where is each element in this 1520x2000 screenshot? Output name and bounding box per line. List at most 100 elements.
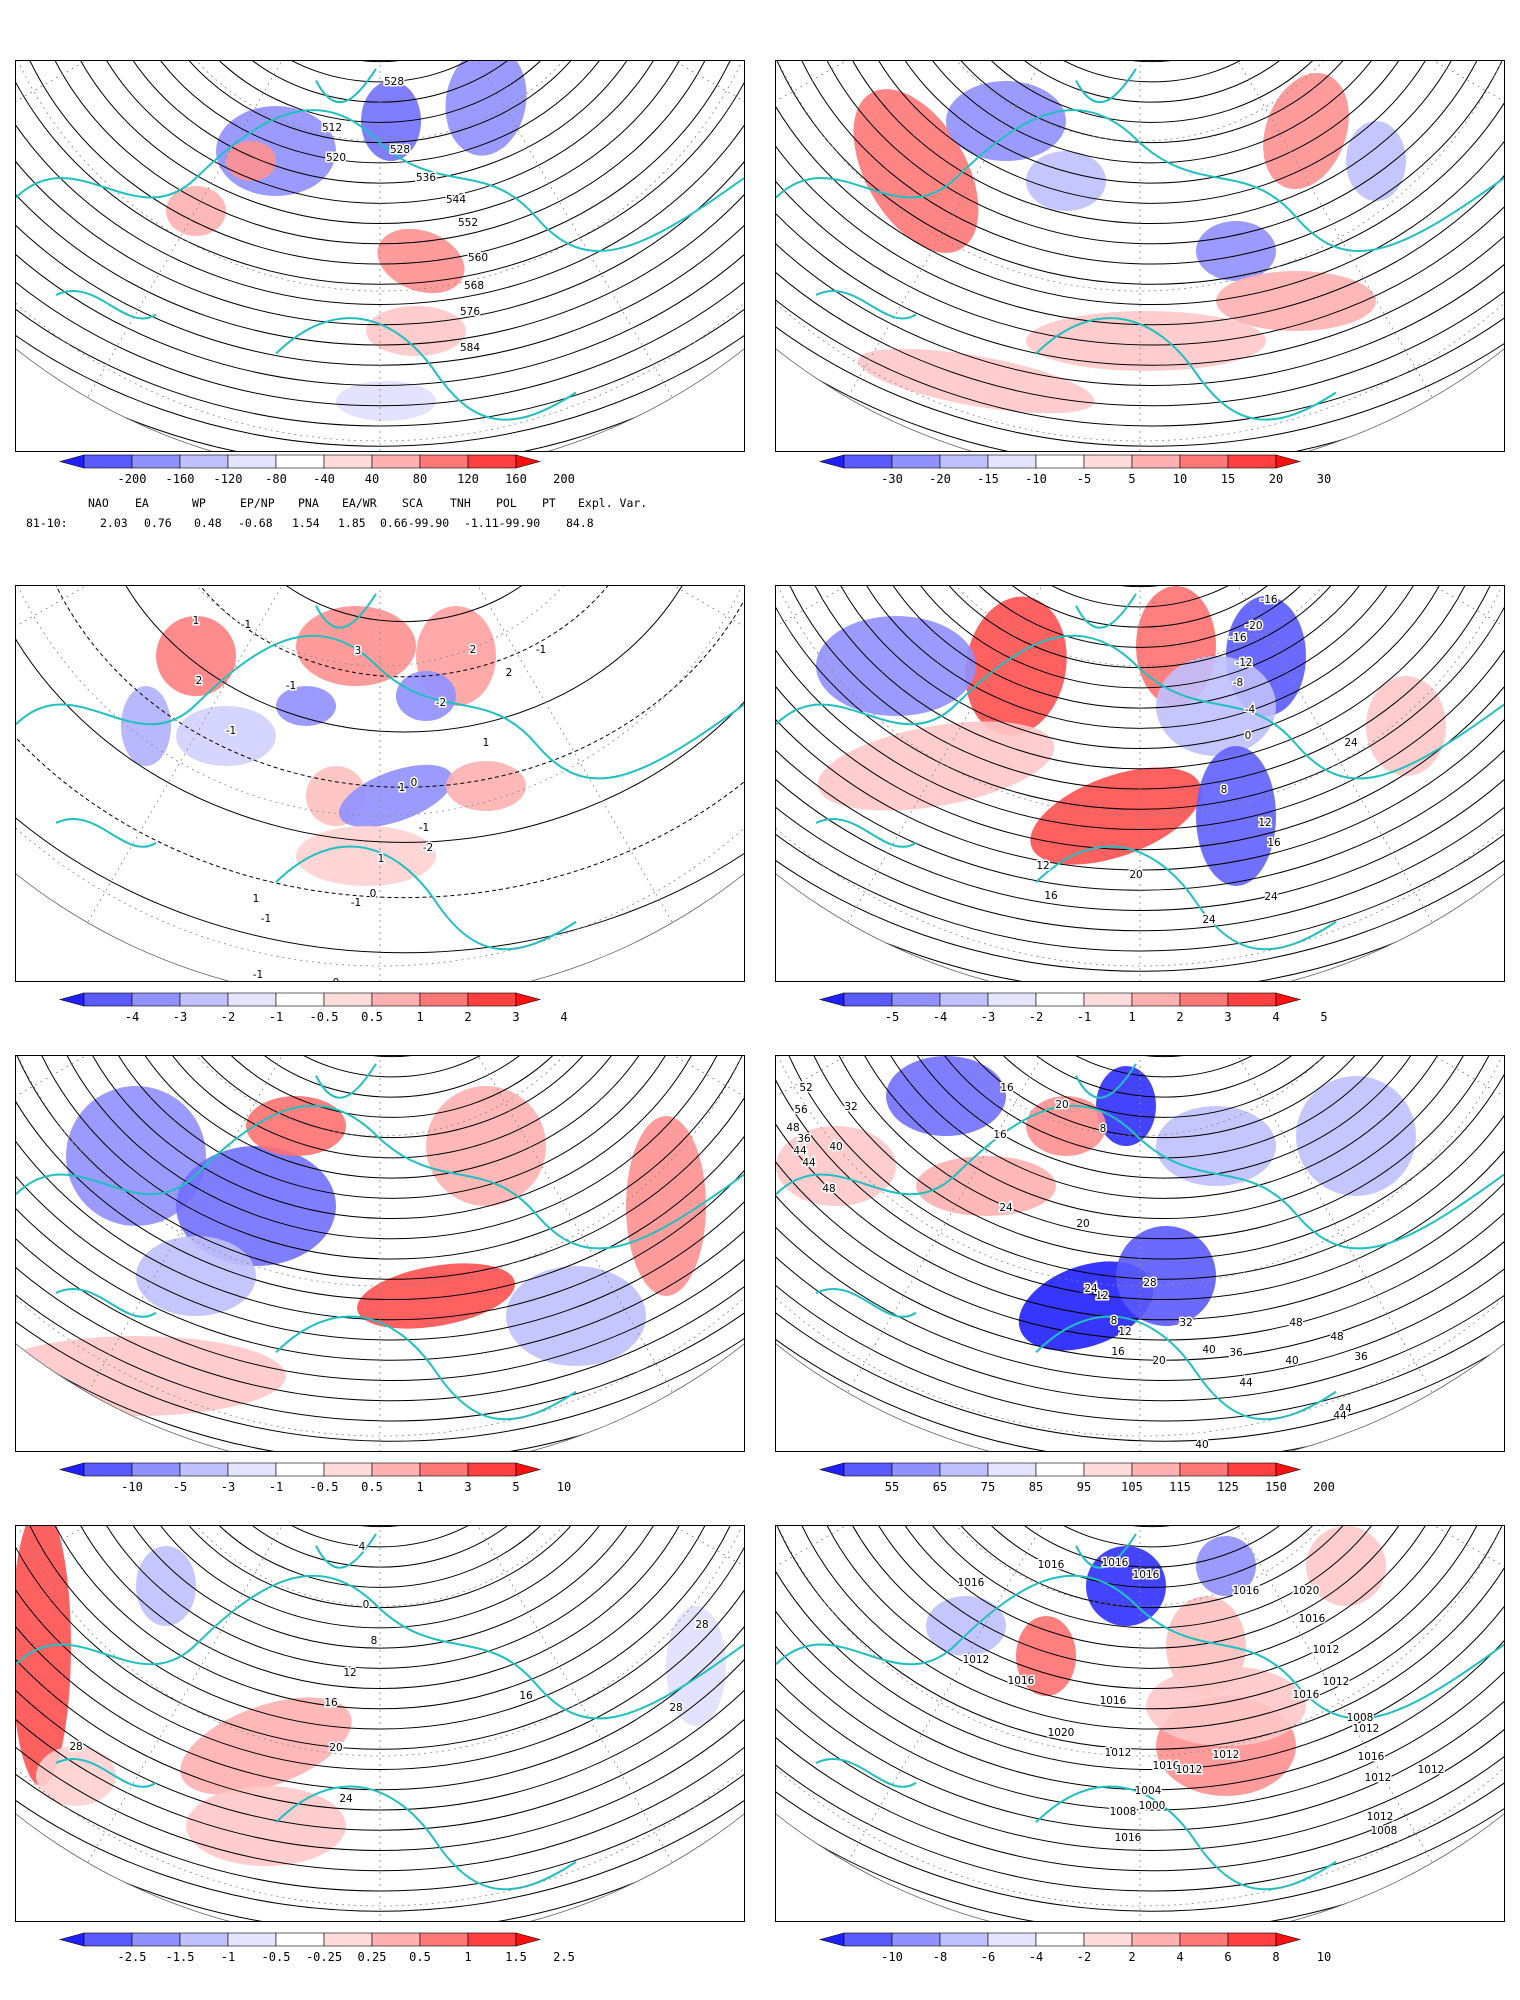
contour-label: 24: [1084, 1283, 1098, 1295]
contour-line: [776, 1056, 1504, 1381]
contour-line: [22, 1526, 738, 1710]
map-svg-wind200: [776, 61, 1504, 451]
coastline: [55, 817, 157, 848]
colorbar-swatch: [843, 1932, 893, 1947]
contour-label: 24: [339, 1793, 353, 1805]
colorbar-swatch: [843, 454, 893, 469]
contour-line: [16, 1056, 744, 1402]
colorbar-tick-label: 1: [464, 1950, 471, 1964]
colorbar-tick-label: -1.5: [166, 1950, 195, 1964]
colorbar-tick-label: 0.5: [361, 1480, 383, 1494]
contour-line: [886, 61, 1418, 164]
meridian: [379, 1526, 731, 1921]
contour-label: -4: [1245, 704, 1256, 716]
contour-label: 1016: [1115, 1832, 1142, 1844]
meridian: [789, 1056, 1141, 1451]
colorbar-swatch: [1179, 1932, 1229, 1947]
colorbar-swatch: [515, 992, 542, 1007]
coastline: [55, 289, 157, 320]
colorbar-swatch: [1083, 992, 1133, 1007]
meridian: [1139, 1056, 1491, 1451]
contour-line: [776, 61, 1504, 366]
contour-line: [219, 1056, 565, 1078]
colorbar-tick-label: 125: [1217, 1480, 1239, 1494]
colorbar-tick-label: -80: [265, 472, 287, 486]
contour-label: -2: [436, 697, 446, 709]
anomaly-area: [377, 228, 465, 294]
colorbar-tick-label: 200: [553, 472, 575, 486]
contour-line: [910, 61, 1394, 144]
colorbar-tick-label: -8: [933, 1950, 947, 1964]
contour-label: 0: [411, 777, 418, 789]
colorbar-tick-label: 6: [1224, 1950, 1231, 1964]
colorbar-tick-label: 80: [413, 472, 427, 486]
colorbar-swatch: [467, 992, 517, 1007]
contour-label: -1: [286, 680, 296, 692]
anomaly-area: [886, 1056, 1006, 1136]
colorbar-swatch: [939, 1932, 989, 1947]
colorbar-tick-label: -10: [881, 1950, 903, 1964]
contour-label: 48: [1289, 1317, 1302, 1329]
contour-label: 584: [460, 342, 480, 354]
anomaly-area: [1096, 1066, 1156, 1146]
contour-label: 552: [458, 217, 478, 229]
contour-line: [794, 1526, 1504, 1710]
anomaly-area: [1016, 1616, 1076, 1696]
colorbar-swatch: [939, 992, 989, 1007]
meridian: [1139, 1056, 1504, 1237]
coastline: [55, 1757, 157, 1788]
colorbar-swatch: [1131, 454, 1181, 469]
colorbar-psl: -10 -8 -6 -4 -2 2 4 6 8 10: [818, 1932, 1331, 1971]
contour-label: -1: [226, 725, 236, 737]
idx-v-wp: 0.48: [194, 516, 222, 530]
contour-label: 24: [1202, 914, 1216, 926]
anomaly-area: [446, 761, 526, 811]
contour-label: 48: [822, 1183, 835, 1195]
contour-line: [776, 586, 1504, 810]
contour-line: [967, 586, 1313, 608]
contour-label: 568: [464, 280, 484, 292]
anomaly-area: [136, 1236, 256, 1316]
contour-line: [979, 61, 1325, 83]
colorbar-tick-label: 120: [457, 472, 479, 486]
contour-line: [783, 1056, 1504, 1260]
meridian: [379, 586, 744, 767]
contour-label: 8: [1221, 784, 1228, 796]
contour-label: 512: [322, 122, 342, 134]
contour-line: [794, 61, 1504, 245]
idx-h-ea: EA: [135, 496, 149, 510]
idx-h-sca: SCA: [402, 496, 423, 510]
contour-line: [851, 586, 1429, 709]
colorbar-swatch: [419, 454, 469, 469]
contour-label: 1016: [958, 1577, 985, 1589]
colorbar-tick-label: 65: [933, 1480, 947, 1494]
colorbar-tick-label: 4: [560, 1010, 567, 1024]
anomaly-area: [136, 1546, 196, 1626]
colorbar-swatch: [58, 1932, 85, 1947]
colorbar-tick-label: -4: [125, 1010, 139, 1024]
anomaly-area: [1346, 121, 1406, 201]
contour-line: [16, 586, 744, 843]
contour-label: 1016: [1233, 1585, 1260, 1597]
colorbar-swatch: [1035, 1462, 1085, 1477]
colorbar-swatch: [515, 1462, 542, 1477]
colorbar-tick-label: -3: [173, 1010, 187, 1024]
anomaly-area: [965, 596, 1067, 736]
colorbar-tick-label: -1: [1077, 1010, 1091, 1024]
colorbar-swatch: [515, 1932, 542, 1947]
contour-label: 576: [460, 306, 480, 318]
colorbar-swatch: [939, 1462, 989, 1477]
colorbar-swatch: [83, 992, 133, 1007]
idx-h-pol: POL: [496, 496, 517, 510]
contour-line: [933, 61, 1371, 123]
contour-label: 12: [1258, 817, 1271, 829]
colorbar-swatch: [939, 454, 989, 469]
colorbar-tick-label: -4: [1029, 1950, 1043, 1964]
meridian: [1139, 1526, 1504, 1707]
colorbar-tick-label: -1: [221, 1950, 235, 1964]
contour-line: [863, 1526, 1441, 1649]
colorbar-swatch: [467, 1462, 517, 1477]
contour-label: -1: [419, 822, 429, 834]
